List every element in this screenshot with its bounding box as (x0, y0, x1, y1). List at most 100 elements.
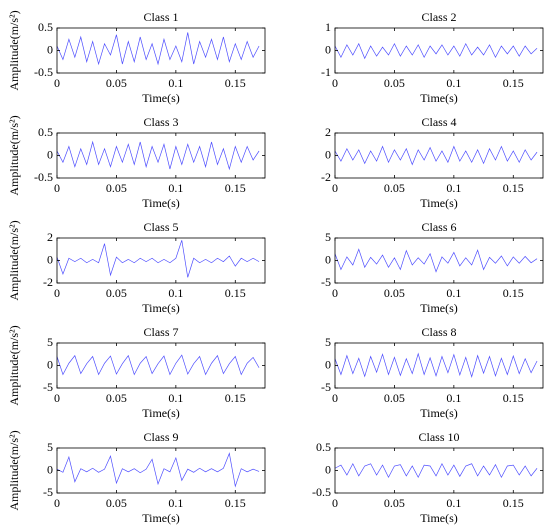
subplot-title: Class 8 (421, 325, 456, 339)
subplot-title: Class 7 (143, 325, 178, 339)
x-tick-label: 0.15 (225, 76, 246, 90)
plot-box (56, 132, 266, 179)
x-tick-label: 0 (54, 496, 60, 510)
subplot-title: Class 6 (421, 220, 456, 234)
x-axis-label: Time(s) (142, 511, 180, 525)
signal-line (334, 352, 538, 378)
subplot-title: Class 4 (421, 115, 456, 129)
y-tick-label: 0 (325, 252, 331, 266)
x-tick-label: 0 (332, 181, 338, 195)
x-tick-label: 0.15 (503, 286, 524, 300)
signal-line (56, 140, 260, 171)
x-tick-label: 0.05 (384, 496, 405, 510)
y-tick-label: 2 (325, 125, 331, 139)
x-tick-label: 0 (54, 391, 60, 405)
y-tick-label: 5 (47, 335, 53, 349)
x-tick-label: 0.1 (446, 181, 461, 195)
signal-line (56, 240, 260, 278)
y-tick-label: -2 (321, 170, 331, 184)
x-axis-label: Time(s) (142, 301, 180, 315)
y-tick-label: -0.5 (312, 485, 331, 499)
x-tick-label: 0.05 (106, 76, 127, 90)
y-tick-label: -5 (321, 380, 331, 394)
x-tick-label: 0 (54, 286, 60, 300)
y-tick-label: 5 (47, 440, 53, 454)
y-tick-label: 1 (325, 20, 331, 34)
x-tick-label: 0.05 (106, 286, 127, 300)
x-tick-label: 0 (54, 76, 60, 90)
y-tick-label: 0 (47, 147, 53, 161)
signal-line (56, 354, 260, 376)
y-tick-label: -5 (321, 275, 331, 289)
y-tick-label: 0.5 (316, 440, 331, 454)
y-axis-label: Amplitude(m/s²) (7, 430, 21, 510)
x-axis-label: Time(s) (420, 511, 458, 525)
x-tick-label: 0.15 (225, 286, 246, 300)
x-tick-label: 0.15 (503, 181, 524, 195)
x-axis-label: Time(s) (142, 196, 180, 210)
signal-line (334, 145, 538, 166)
subplot-title: Class 10 (418, 430, 459, 444)
y-tick-label: -5 (43, 485, 53, 499)
signal-line (56, 452, 260, 488)
y-tick-label: 5 (325, 335, 331, 349)
x-tick-label: 0.05 (106, 181, 127, 195)
y-tick-label: 0.5 (38, 125, 53, 139)
x-tick-label: 0.05 (106, 496, 127, 510)
plot-box (56, 447, 266, 494)
x-tick-label: 0.15 (225, 181, 246, 195)
x-tick-label: 0.05 (384, 286, 405, 300)
y-tick-label: 0 (47, 252, 53, 266)
subplot-title: Class 3 (143, 115, 178, 129)
y-tick-label: 0 (325, 462, 331, 476)
x-tick-label: 0.15 (225, 391, 246, 405)
x-axis-label: Time(s) (420, 91, 458, 105)
x-tick-label: 0.05 (384, 181, 405, 195)
signal-line (334, 462, 538, 479)
x-tick-label: 0.15 (225, 496, 246, 510)
x-tick-label: 0.1 (168, 181, 183, 195)
x-tick-label: 0.1 (168, 286, 183, 300)
x-axis-label: Time(s) (142, 406, 180, 420)
x-tick-label: 0.15 (503, 496, 524, 510)
y-tick-label: 2 (47, 230, 53, 244)
y-axis-label: Amplitude(m/s²) (7, 220, 21, 300)
subplot-title: Class 1 (143, 10, 178, 24)
y-tick-label: 0 (47, 462, 53, 476)
x-axis-label: Time(s) (420, 406, 458, 420)
plot-box (334, 27, 544, 74)
y-axis-label: Amplitude(m/s²) (7, 10, 21, 90)
y-tick-label: -1 (321, 65, 331, 79)
x-tick-label: 0 (332, 496, 338, 510)
x-tick-label: 0.1 (446, 496, 461, 510)
x-tick-label: 0 (54, 181, 60, 195)
x-tick-label: 0.05 (384, 391, 405, 405)
y-tick-label: 0.5 (38, 20, 53, 34)
plot-box (56, 237, 266, 284)
x-tick-label: 0.1 (168, 76, 183, 90)
signal-line (56, 32, 260, 66)
subplot-title: Class 2 (421, 10, 456, 24)
plot-box (56, 342, 266, 389)
plot-box (334, 237, 544, 284)
x-tick-label: 0 (332, 286, 338, 300)
y-tick-label: -2 (43, 275, 53, 289)
x-tick-label: 0.1 (168, 496, 183, 510)
x-tick-label: 0.15 (503, 391, 524, 405)
x-tick-label: 0.1 (446, 286, 461, 300)
y-tick-label: 0 (47, 357, 53, 371)
y-tick-label: 0 (325, 147, 331, 161)
x-tick-label: 0 (332, 391, 338, 405)
x-tick-label: 0 (332, 76, 338, 90)
x-tick-label: 0.05 (384, 76, 405, 90)
y-axis-label: Amplitude(m/s²) (7, 115, 21, 195)
x-axis-label: Time(s) (420, 196, 458, 210)
y-tick-label: -0.5 (34, 170, 53, 184)
subplot-title: Class 9 (143, 430, 178, 444)
y-tick-label: 0 (325, 357, 331, 371)
y-tick-label: 0 (325, 42, 331, 56)
x-tick-label: 0.1 (168, 391, 183, 405)
x-tick-label: 0.1 (446, 391, 461, 405)
x-axis-label: Time(s) (420, 301, 458, 315)
